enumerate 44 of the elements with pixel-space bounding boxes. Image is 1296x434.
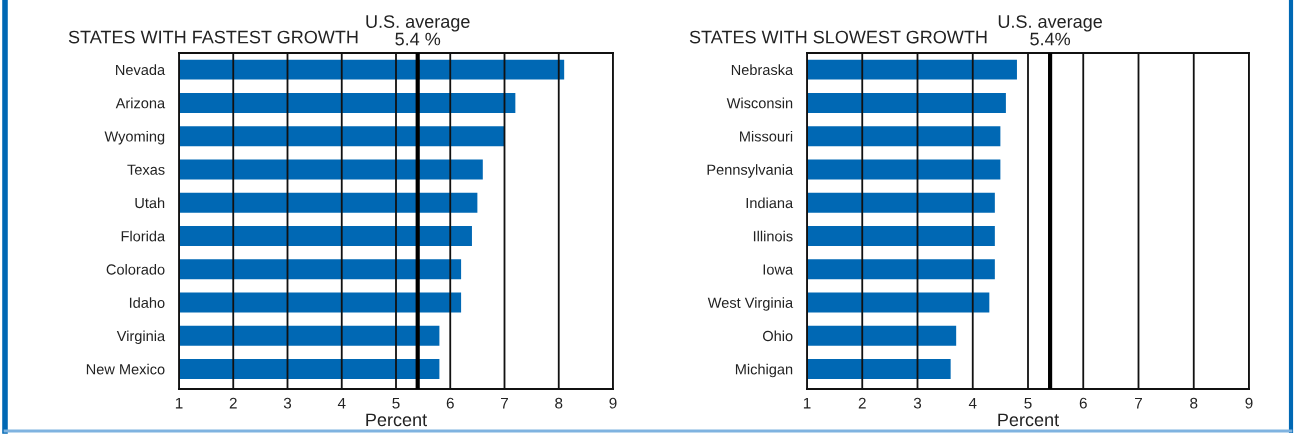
y-tick-label: Utah xyxy=(135,197,165,209)
x-tick-label: 8 xyxy=(1190,397,1198,409)
y-tick-label: Wisconsin xyxy=(726,97,793,109)
x-tick-label: 8 xyxy=(555,397,563,409)
y-tick-label: Virginia xyxy=(116,330,166,345)
x-tick-label: 2 xyxy=(858,397,866,409)
x-axis-title: Percent xyxy=(366,413,427,427)
y-tick-label: Florida xyxy=(121,230,166,242)
x-tick-label: 2 xyxy=(229,397,237,409)
y-tick-label: New Mexico xyxy=(86,363,165,375)
x-tick-label: 4 xyxy=(968,397,977,409)
y-tick-label: Idaho xyxy=(129,297,165,308)
x-tick-label: 5 xyxy=(1024,397,1032,409)
x-tick-label: 7 xyxy=(501,397,508,409)
y-tick-label: Iowa xyxy=(763,264,794,275)
y-tick-label: Arizona xyxy=(115,97,166,109)
x-tick-label: 9 xyxy=(609,397,617,409)
y-tick-label: Pennsylvania xyxy=(707,164,794,178)
y-tick-label: Nevada xyxy=(116,64,166,76)
y-tick-label: Nebraska xyxy=(731,64,794,76)
ref-line-label: U.S. average 5.4% xyxy=(998,15,1102,46)
y-tick-label: Ohio xyxy=(763,330,793,342)
y-tick-label: Wyoming xyxy=(104,130,165,145)
x-tick-label: 7 xyxy=(1135,397,1142,409)
y-tick-label: Colorado xyxy=(106,263,165,275)
chart-title: STATES WITH FASTEST GROWTH xyxy=(68,30,358,44)
y-tick-label: Indiana xyxy=(746,197,794,209)
ref-line-label: U.S. average 5.4 % xyxy=(366,15,470,46)
x-tick-label: 9 xyxy=(1245,397,1253,409)
x-tick-label: 5 xyxy=(392,397,400,409)
x-tick-label: 6 xyxy=(446,397,454,409)
y-tick-label: Illinois xyxy=(753,230,793,242)
x-tick-label: 3 xyxy=(913,397,922,409)
y-tick-label: Missouri xyxy=(740,130,793,142)
x-tick-label: 6 xyxy=(1079,397,1087,409)
chart-title: STATES WITH SLOWEST GROWTH xyxy=(689,30,987,44)
x-tick-label: 4 xyxy=(337,397,346,409)
x-axis-title: Percent xyxy=(998,413,1059,427)
y-tick-label: Texas xyxy=(127,164,165,175)
x-tick-label: 3 xyxy=(283,397,292,409)
x-tick-label: 1 xyxy=(803,397,811,409)
x-tick-label: 1 xyxy=(175,397,183,409)
y-tick-label: West Virginia xyxy=(707,297,794,311)
y-tick-label: Michigan xyxy=(735,363,793,378)
